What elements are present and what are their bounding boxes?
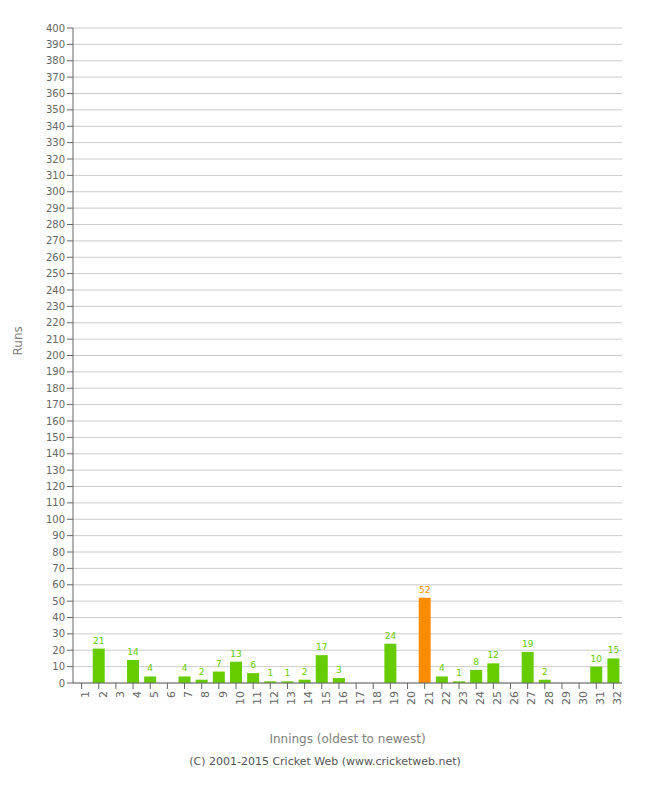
svg-text:1: 1 [79,691,92,698]
svg-text:240: 240 [46,285,65,296]
svg-text:14: 14 [127,647,139,657]
svg-text:0: 0 [59,678,65,689]
svg-text:52: 52 [419,585,430,595]
svg-text:380: 380 [46,55,65,66]
svg-text:20: 20 [52,645,65,656]
svg-text:390: 390 [46,39,65,50]
svg-text:190: 190 [46,366,65,377]
svg-text:70: 70 [52,563,65,574]
svg-text:250: 250 [46,268,65,279]
svg-text:1: 1 [267,668,273,678]
svg-text:18: 18 [371,691,384,705]
svg-text:13: 13 [230,649,241,659]
svg-text:180: 180 [46,383,65,394]
svg-text:27: 27 [525,691,538,705]
svg-text:160: 160 [46,416,65,427]
svg-text:2: 2 [199,667,205,677]
svg-text:290: 290 [46,203,65,214]
svg-text:31: 31 [594,691,607,705]
svg-text:3: 3 [336,665,342,675]
svg-text:8: 8 [199,691,212,698]
svg-text:3: 3 [114,691,127,698]
svg-text:16: 16 [337,691,350,705]
svg-text:29: 29 [560,691,573,705]
svg-text:15: 15 [608,645,619,655]
svg-text:300: 300 [46,186,65,197]
svg-text:22: 22 [440,691,453,705]
svg-text:370: 370 [46,72,65,83]
svg-text:4: 4 [147,663,153,673]
svg-text:120: 120 [46,481,65,492]
svg-text:26: 26 [508,691,521,705]
svg-text:13: 13 [285,691,298,705]
svg-text:14: 14 [302,691,315,705]
svg-text:150: 150 [46,432,65,443]
svg-text:Runs: Runs [11,326,25,355]
svg-text:4: 4 [131,691,144,698]
svg-text:28: 28 [543,691,556,705]
svg-text:340: 340 [46,121,65,132]
svg-text:1: 1 [285,668,291,678]
svg-text:90: 90 [52,530,65,541]
svg-text:6: 6 [165,691,178,698]
svg-text:230: 230 [46,301,65,312]
svg-text:4: 4 [182,663,188,673]
svg-text:23: 23 [457,691,470,705]
svg-text:12: 12 [268,691,281,705]
svg-text:17: 17 [354,691,367,705]
svg-text:200: 200 [46,350,65,361]
svg-text:9: 9 [217,691,230,698]
svg-text:330: 330 [46,137,65,148]
svg-text:17: 17 [316,642,327,652]
svg-text:Innings (oldest to newest): Innings (oldest to newest) [269,732,425,746]
svg-text:21: 21 [423,691,436,705]
svg-text:140: 140 [46,448,65,459]
svg-text:20: 20 [405,691,418,705]
svg-text:80: 80 [52,547,65,558]
html-text:(C) 2001-2015 Cricket Web (www: (C) 2001-2015 Cricket Web (www.cricketwe… [189,755,461,768]
svg-text:40: 40 [52,612,65,623]
svg-text:2: 2 [542,667,548,677]
svg-text:19: 19 [388,691,401,705]
svg-text:320: 320 [46,154,65,165]
svg-text:400: 400 [46,23,65,34]
svg-text:280: 280 [46,219,65,230]
svg-text:130: 130 [46,465,65,476]
svg-text:60: 60 [52,579,65,590]
svg-text:260: 260 [46,252,65,263]
svg-text:24: 24 [474,691,487,705]
svg-text:15: 15 [320,691,333,705]
svg-text:50: 50 [52,596,65,607]
svg-text:10: 10 [591,654,603,664]
svg-text:210: 210 [46,334,65,345]
svg-text:4: 4 [439,663,445,673]
svg-text:2: 2 [97,691,110,698]
svg-text:360: 360 [46,88,65,99]
svg-text:7: 7 [216,659,222,669]
svg-text:110: 110 [46,497,65,508]
svg-text:270: 270 [46,235,65,246]
svg-text:32: 32 [611,691,624,705]
svg-text:350: 350 [46,104,65,115]
svg-text:24: 24 [385,631,397,641]
svg-text:12: 12 [488,650,499,660]
svg-text:170: 170 [46,399,65,410]
svg-text:30: 30 [52,628,65,639]
svg-text:10: 10 [234,691,247,705]
svg-text:30: 30 [577,691,590,705]
svg-text:10: 10 [52,661,65,672]
svg-text:11: 11 [251,691,264,705]
svg-text:7: 7 [182,691,195,698]
svg-text:25: 25 [491,691,504,705]
svg-text:220: 220 [46,317,65,328]
svg-text:1: 1 [456,668,462,678]
svg-text:5: 5 [148,691,161,698]
svg-text:6: 6 [250,660,256,670]
svg-text:2: 2 [302,667,308,677]
svg-text:19: 19 [522,639,534,649]
svg-text:8: 8 [473,657,479,667]
svg-text:21: 21 [93,636,104,646]
svg-text:310: 310 [46,170,65,181]
svg-text:100: 100 [46,514,65,525]
